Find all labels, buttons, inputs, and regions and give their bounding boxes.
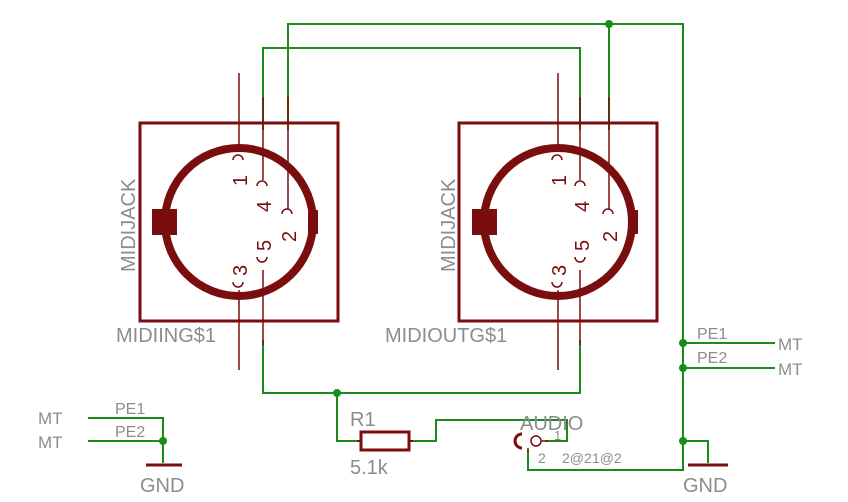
pin-number: 3 (549, 265, 571, 276)
mt-label: MT (38, 433, 63, 452)
pe2-label: PE2 (697, 350, 727, 367)
junction-dot (679, 437, 687, 445)
net-resistor-audio (413, 419, 568, 442)
resistor-body-icon (359, 430, 411, 452)
pe1-label: PE1 (115, 401, 145, 418)
audio-name: AUDIO (520, 413, 583, 435)
gnd-label: GND (140, 475, 184, 497)
jack-name-label: MIDIOUTG$1 (385, 325, 507, 347)
junction-dot (679, 364, 687, 372)
pin-contact-icon (232, 154, 244, 161)
pin-contact-icon (551, 281, 563, 288)
junction-dot (159, 437, 167, 445)
resistor-name: R1 (350, 409, 376, 431)
mt-label: MT (778, 335, 803, 354)
junction-dot (679, 339, 687, 347)
gnd-label: GND (683, 475, 727, 497)
right-ground[interactable]: PE1 PE2 MT MT GND (683, 326, 803, 497)
audio-pin-label: 1@2 (592, 450, 622, 466)
junction-dot (605, 20, 613, 28)
audio-jack[interactable]: AUDIO 1 2 2@2 1@2 (513, 413, 622, 466)
pin-contact-icon (602, 208, 614, 215)
pe1-label: PE1 (697, 326, 727, 343)
jack-type-label: MIDIJACK (118, 178, 140, 272)
audio-pin-2: 2 (538, 450, 546, 466)
net-audio-gnd (527, 441, 684, 471)
pin-number: 1 (549, 175, 571, 186)
net-right-gnd (683, 440, 709, 463)
audio-pin-1: 1 (554, 428, 561, 443)
net-bottom-pin5 (262, 340, 581, 394)
audio-pin-label: 2@2 (562, 450, 592, 466)
mt-label: MT (778, 360, 803, 379)
jack-name-label: MIDIING$1 (116, 325, 216, 347)
pin-contact-icon (574, 180, 586, 187)
midi-jack-out[interactable]: 1 4 2 3 5 MIDIJACK MIDIOUTG$1 (385, 73, 659, 370)
net-top-inner (262, 47, 581, 130)
pin-number: 4 (572, 201, 594, 212)
jack-tab-icon (308, 210, 318, 234)
audio-contact-icon (530, 435, 542, 447)
pin-number: 2 (600, 231, 622, 242)
pin-contact-icon (256, 180, 268, 187)
jack-tab-icon (472, 209, 497, 235)
pin-number: 5 (254, 240, 276, 251)
pin-contact-icon (281, 208, 293, 215)
pin-number: 1 (230, 175, 252, 186)
net-top-outer (287, 23, 684, 466)
pin-contact-icon (256, 256, 268, 263)
pin-contact-icon (232, 281, 244, 288)
jack-tab-icon (628, 210, 638, 234)
net-left-pe1 (88, 417, 164, 441)
pin-number: 3 (230, 265, 252, 276)
pin-number: 5 (572, 240, 594, 251)
junction-dot (333, 389, 341, 397)
pin-number: 2 (279, 231, 301, 242)
net-left-pe2 (88, 440, 164, 463)
jack-tab-icon (152, 209, 177, 235)
midi-jack-in[interactable]: 1 4 2 3 5 MIDIJACK MIDIING$1 (116, 73, 340, 370)
pin-contact-icon (574, 256, 586, 263)
pe2-label: PE2 (115, 424, 145, 441)
left-ground[interactable]: MT MT PE1 PE2 GND (38, 401, 184, 497)
net-to-resistor (336, 393, 357, 442)
resistor-value: 5.1k (350, 457, 389, 479)
resistor-r1[interactable]: R1 5.1k (350, 409, 413, 479)
audio-jack-icon (513, 432, 523, 450)
pin-number: 4 (254, 201, 276, 212)
pin-contact-icon (551, 154, 563, 161)
net-wires (88, 20, 775, 471)
jack-type-label: MIDIJACK (438, 178, 460, 272)
mt-label: MT (38, 409, 63, 428)
